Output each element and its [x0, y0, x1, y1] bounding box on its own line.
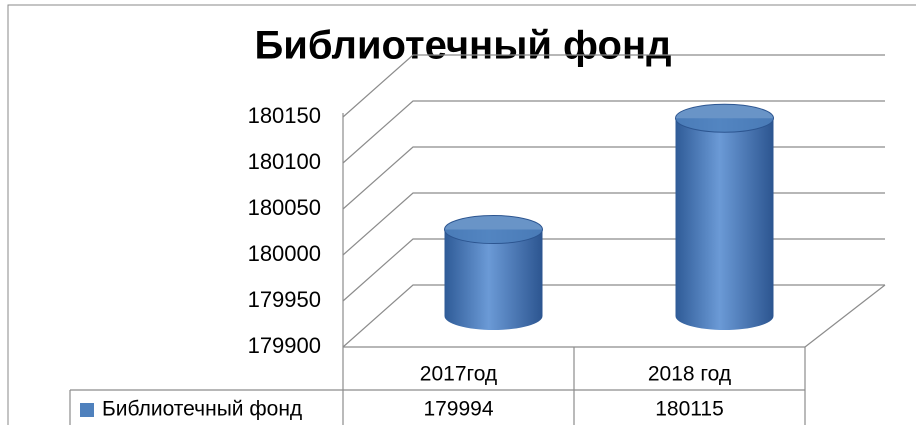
floor-line: [804, 284, 886, 348]
y-tick-label: 180100: [248, 149, 321, 174]
x-tick-label: 2018 год: [648, 363, 731, 386]
y-tick-label: 180050: [248, 195, 321, 220]
y-tick-label: 179900: [248, 333, 321, 358]
grid-line: [342, 284, 885, 348]
x-tick-label: 2017год: [420, 363, 497, 386]
bar-body: [675, 118, 774, 331]
grid-line: [342, 146, 885, 210]
grid-line: [342, 192, 885, 256]
table-value: 179994: [423, 398, 493, 421]
y-tick-label: 180000: [248, 241, 321, 266]
grid-line: [342, 54, 885, 118]
y-tick-label: 179950: [248, 287, 321, 312]
bar: [675, 103, 774, 331]
legend-key: [80, 403, 94, 417]
bar-top: [675, 103, 774, 133]
bar-body: [444, 229, 543, 331]
chart-border: [7, 4, 916, 425]
bar-top: [444, 215, 543, 245]
table-value: 180115: [655, 398, 724, 421]
grid-line: [342, 238, 885, 302]
grid-line: [342, 100, 885, 164]
bar: [444, 215, 543, 331]
chart-title: Библиотечный фонд: [254, 24, 671, 68]
y-tick-label: 180150: [248, 103, 321, 128]
legend-label: Библиотечный фонд: [102, 398, 302, 421]
